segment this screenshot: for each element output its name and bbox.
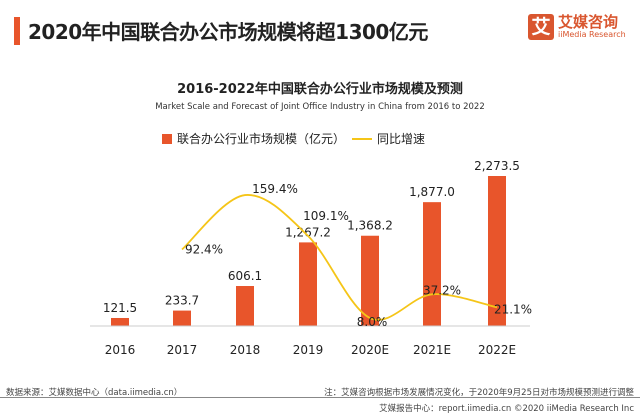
bar-label-2020E: 1,368.2 [347,219,393,233]
chart-title: 2016-2022年中国联合办公行业市场规模及预测 [177,82,463,97]
x-tick-2017: 2017 [167,343,198,357]
report-text: 艾媒报告中心：report.iimedia.cn ©2020 iiMedia R… [379,404,634,414]
line-label-2020E: 8.0% [357,315,388,329]
x-tick-2016: 2016 [105,343,136,357]
source-text: 数据来源：艾媒数据中心（data.iimedia.cn） [6,388,183,398]
bar-2020E [361,235,379,326]
page-title: 2020年中国联合办公市场规模将超1300亿元 [28,20,428,44]
legend-bar-label: 联合办公行业市场规模（亿元） [177,131,345,146]
note-text: 注：艾媒咨询根据市场发展情况变化，于2020年9月25日对市场规模预测进行调整 [324,388,634,398]
bar-label-2017: 233.7 [165,294,199,308]
footer-divider [0,397,640,398]
bar-2016 [111,317,129,326]
bar-label-2022E: 2,273.5 [474,159,520,173]
bar-label-2016: 121.5 [103,301,137,315]
line-label-2019: 109.1% [303,209,349,223]
x-tick-2020E: 2020E [351,343,389,357]
bar-2019 [299,242,317,326]
bar-label-2019: 1,267.2 [285,225,331,239]
line-label-2021E: 37.2% [423,283,461,297]
legend-line-label: 同比增速 [377,132,425,146]
line-label-2017: 92.4% [185,242,223,256]
line-label-2018: 159.4% [252,182,298,196]
bar-label-2018: 606.1 [228,269,262,283]
legend-bar-swatch [162,134,172,144]
x-tick-2018: 2018 [230,343,261,357]
x-tick-2022E: 2022E [478,343,516,357]
growth-line [181,194,498,321]
logo-mark: 艾 [528,14,554,40]
bar-2021E [423,202,441,326]
logo: 艾 艾媒咨询 iiMedia Research [528,14,626,40]
bar-label-2021E: 1,877.0 [409,185,455,199]
x-tick-2019: 2019 [293,343,324,357]
x-tick-2021E: 2021E [413,343,451,357]
bar-2022E [488,176,506,326]
line-label-2022E: 21.1% [494,302,532,316]
chart-subtitle: Market Scale and Forecast of Joint Offic… [155,102,485,112]
logo-cn: 艾媒咨询 [558,13,619,31]
bar-2018 [236,286,254,326]
title-accent-bar [14,17,20,45]
bar-2017 [173,310,191,326]
logo-en: iiMedia Research [558,30,626,39]
